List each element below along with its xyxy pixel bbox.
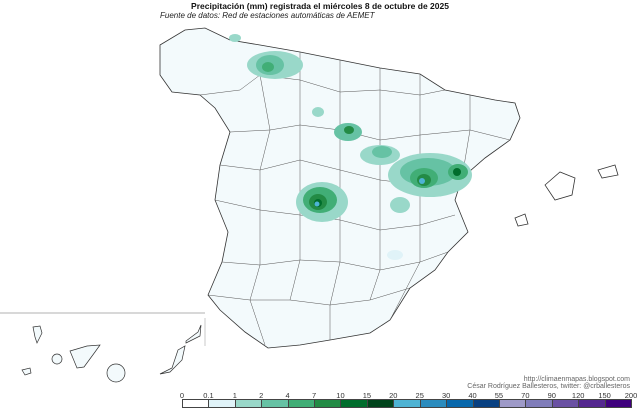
legend-label: 0 <box>179 391 185 400</box>
legend-bin <box>498 399 527 408</box>
legend-label: 40 <box>468 391 477 400</box>
legend-bin <box>287 399 316 408</box>
legend-label: 10 <box>336 391 345 400</box>
legend-label: 15 <box>362 391 372 400</box>
balearic-islands <box>514 164 619 227</box>
credit-author: César Rodríguez Ballesteros, twitter: @c… <box>467 383 630 390</box>
legend-label: 2 <box>259 391 264 400</box>
legend-bin <box>393 399 421 408</box>
legend-bin <box>551 399 580 408</box>
province-borders <box>199 52 511 346</box>
legend-bin <box>340 399 368 408</box>
map-title: Precipitación (mm) registrada el miércol… <box>191 1 449 11</box>
legend-label: 0.1 <box>203 391 214 400</box>
legend-bin <box>314 399 342 408</box>
legend-bin <box>446 399 474 408</box>
legend-label: 200 <box>624 391 638 400</box>
legend-label: 55 <box>494 391 504 400</box>
precipitation-areas <box>229 34 472 260</box>
legend-bin <box>525 399 553 408</box>
legend-label: 7 <box>311 391 317 400</box>
legend-bin <box>182 399 210 408</box>
legend-label: 25 <box>415 391 424 400</box>
legend-bin <box>419 399 448 408</box>
legend-bin <box>208 399 236 408</box>
legend-label: 90 <box>547 391 556 400</box>
legend-label: 20 <box>389 391 398 400</box>
legend-bin <box>261 399 289 408</box>
legend-label: 1 <box>232 391 237 400</box>
legend-bin <box>604 399 632 408</box>
legend-bin <box>578 399 606 408</box>
credit-url: http://climaenmapas.blogspot.com <box>523 376 630 383</box>
legend-label: 150 <box>598 391 611 400</box>
legend-bin <box>366 399 395 408</box>
legend-label: 4 <box>285 391 290 400</box>
legend-bin <box>234 399 263 408</box>
map-subtitle: Fuente de datos: Red de estaciones autom… <box>160 11 375 20</box>
legend-bin <box>472 399 500 408</box>
legend-label: 70 <box>521 391 530 400</box>
legend-label: 120 <box>571 391 585 400</box>
legend-label: 30 <box>441 391 451 400</box>
canary-islands-inset <box>0 312 206 383</box>
